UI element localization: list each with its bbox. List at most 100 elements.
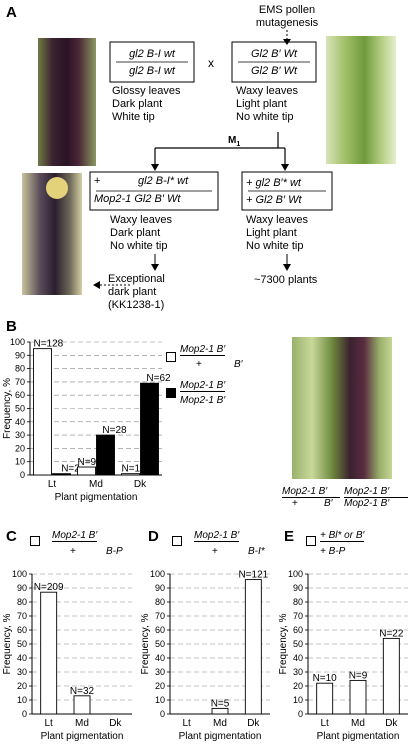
- y-tick-label: 20: [15, 443, 25, 453]
- photo-exceptional-plant: [22, 173, 82, 295]
- x-tick-label: Dk: [109, 718, 122, 729]
- male-trait-2: Light plant: [236, 98, 287, 110]
- legend-d-bottom-right: B-I*: [248, 546, 265, 557]
- y-axis-label: Frequency, %: [2, 613, 13, 674]
- male-row-2: Gl2 B′ Wt: [250, 65, 298, 77]
- y-tick-label: 10: [293, 695, 303, 705]
- x-tick-label: Lt: [320, 718, 329, 729]
- y-tick-label: 60: [293, 625, 303, 635]
- panel-label-b: B: [6, 318, 17, 335]
- bar: [40, 591, 58, 715]
- right-trait-1: Waxy leaves: [246, 214, 308, 226]
- legend-c-bottom-right: B-P: [106, 546, 123, 557]
- y-tick-label: 80: [293, 597, 303, 607]
- left-progeny-row-1: + gl2 B-I* wt: [94, 175, 216, 187]
- bar: [316, 682, 334, 715]
- x-axis-label: Plant pigmentation: [41, 731, 124, 742]
- ems-line-1: EMS pollen: [258, 4, 316, 16]
- y-tick-label: 60: [155, 625, 165, 635]
- y-tick-label: 90: [15, 350, 25, 360]
- y-tick-label: 40: [155, 653, 165, 663]
- data-label: N=1: [122, 464, 141, 475]
- data-label: N=22: [379, 628, 404, 639]
- male-genotype-box: [231, 41, 317, 83]
- y-tick-label: 40: [17, 653, 27, 663]
- y-tick-label: 90: [17, 583, 27, 593]
- m1-label: M1: [228, 135, 240, 148]
- male-row-1: Gl2 B′ Wt: [250, 48, 298, 60]
- female-trait-2: Dark plant: [112, 98, 163, 110]
- y-tick-label: 30: [15, 430, 25, 440]
- y-tick-label: 70: [17, 611, 27, 621]
- panel-label-d: D: [148, 528, 159, 545]
- y-tick-label: 30: [17, 667, 27, 677]
- y-tick-label: 20: [293, 681, 303, 691]
- panel-b-legend: Mop2-1 B′ + B′ Mop2-1 B′ Mop2-1 B′: [166, 344, 256, 412]
- y-tick-label: 90: [155, 583, 165, 593]
- data-label: N=9: [349, 670, 368, 681]
- m1-subscript: 1: [236, 141, 241, 148]
- x-axis-label: Plant pigmentation: [179, 731, 262, 742]
- legend-hom-top: Mop2-1 B′: [180, 380, 226, 392]
- female-row-2: gl2 B-I wt: [129, 65, 175, 77]
- legend-het-bottom-left: +: [196, 359, 202, 370]
- right-progeny-row-1: + gl2 B′* wt: [246, 177, 301, 189]
- y-tick-label: 50: [17, 639, 27, 649]
- y-tick-label: 80: [15, 364, 25, 374]
- panel-label-c: C: [6, 528, 17, 545]
- chart-d: 0 10 20 30 40 50 60 70 80 90 100 Frequency, % Lt N=5 M…: [140, 569, 270, 742]
- y-tick-label: 10: [15, 457, 25, 467]
- male-traits: Waxy leaves Light plant No white tip: [236, 85, 298, 124]
- data-label: N=121: [238, 570, 268, 581]
- x-tick-label: Dk: [247, 718, 260, 729]
- x-tick-label: Md: [75, 718, 89, 729]
- ems-line-2: mutagenesis: [255, 17, 319, 29]
- x-tick-label: Lt: [44, 718, 53, 729]
- caption-right-top: Mop2-1 B′: [344, 486, 408, 498]
- panel-a-diagram: [89, 30, 333, 289]
- caption-left-bottom-l: +: [292, 498, 298, 509]
- right-progeny-genotype: + gl2 B′* wt + Gl2 B′ Wt: [246, 175, 330, 209]
- x-axis-label: Plant pigmentation: [317, 731, 400, 742]
- photo-light-plant: [326, 36, 396, 164]
- y-tick-label: 90: [293, 583, 303, 593]
- male-genotype: Gl2 B′ Wt Gl2 B′ Wt: [232, 46, 316, 80]
- bar: [96, 434, 115, 476]
- right-progeny-box: [241, 171, 333, 211]
- chart-e: 0 10 20 30 40 50 60 70 80 90 100 Frequency, % N=10 Lt…: [278, 569, 408, 742]
- y-tick-label: 0: [20, 470, 25, 480]
- legend-e-top: + Bl* or B′: [320, 530, 365, 542]
- bar: [73, 695, 91, 715]
- y-tick-label: 100: [10, 337, 25, 347]
- y-tick-label: 30: [155, 667, 165, 677]
- left-result-3: (KK1238-1): [108, 299, 165, 311]
- y-tick-label: 10: [155, 695, 165, 705]
- legend-c-top: Mop2-1 B′: [52, 530, 98, 542]
- y-tick-label: 70: [15, 377, 25, 387]
- legend-swatch-black: [166, 388, 176, 398]
- data-label: N=62: [146, 373, 171, 384]
- legend-c-swatch: [30, 536, 40, 546]
- bar: [211, 707, 229, 715]
- y-tick-label: 70: [293, 611, 303, 621]
- y-axis-label: Frequency, %: [2, 378, 13, 439]
- y-tick-label: 40: [15, 417, 25, 427]
- left-progeny-result: Exceptional dark plant (KK1238-1): [108, 273, 165, 312]
- female-trait-1: Glossy leaves: [112, 85, 181, 97]
- female-traits: Glossy leaves Dark plant White tip: [112, 85, 180, 124]
- y-tick-label: 20: [155, 681, 165, 691]
- left-progeny-plus: +: [94, 175, 101, 187]
- left-result-1: Exceptional: [108, 273, 165, 285]
- y-tick-label: 50: [293, 639, 303, 649]
- panel-c-legend: Mop2-1 B′ + B-P: [30, 530, 140, 562]
- x-tick-label: Lt: [48, 479, 57, 490]
- bar: [121, 473, 140, 476]
- y-tick-label: 0: [160, 709, 165, 719]
- y-tick-label: 80: [155, 597, 165, 607]
- male-trait-1: Waxy leaves: [236, 85, 298, 97]
- legend-c-bottom-left: +: [70, 546, 76, 557]
- photo-dark-plant: [38, 38, 96, 166]
- left-trait-2: Dark plant: [110, 227, 161, 239]
- bar: [52, 473, 71, 476]
- panel-label-e: E: [284, 528, 295, 545]
